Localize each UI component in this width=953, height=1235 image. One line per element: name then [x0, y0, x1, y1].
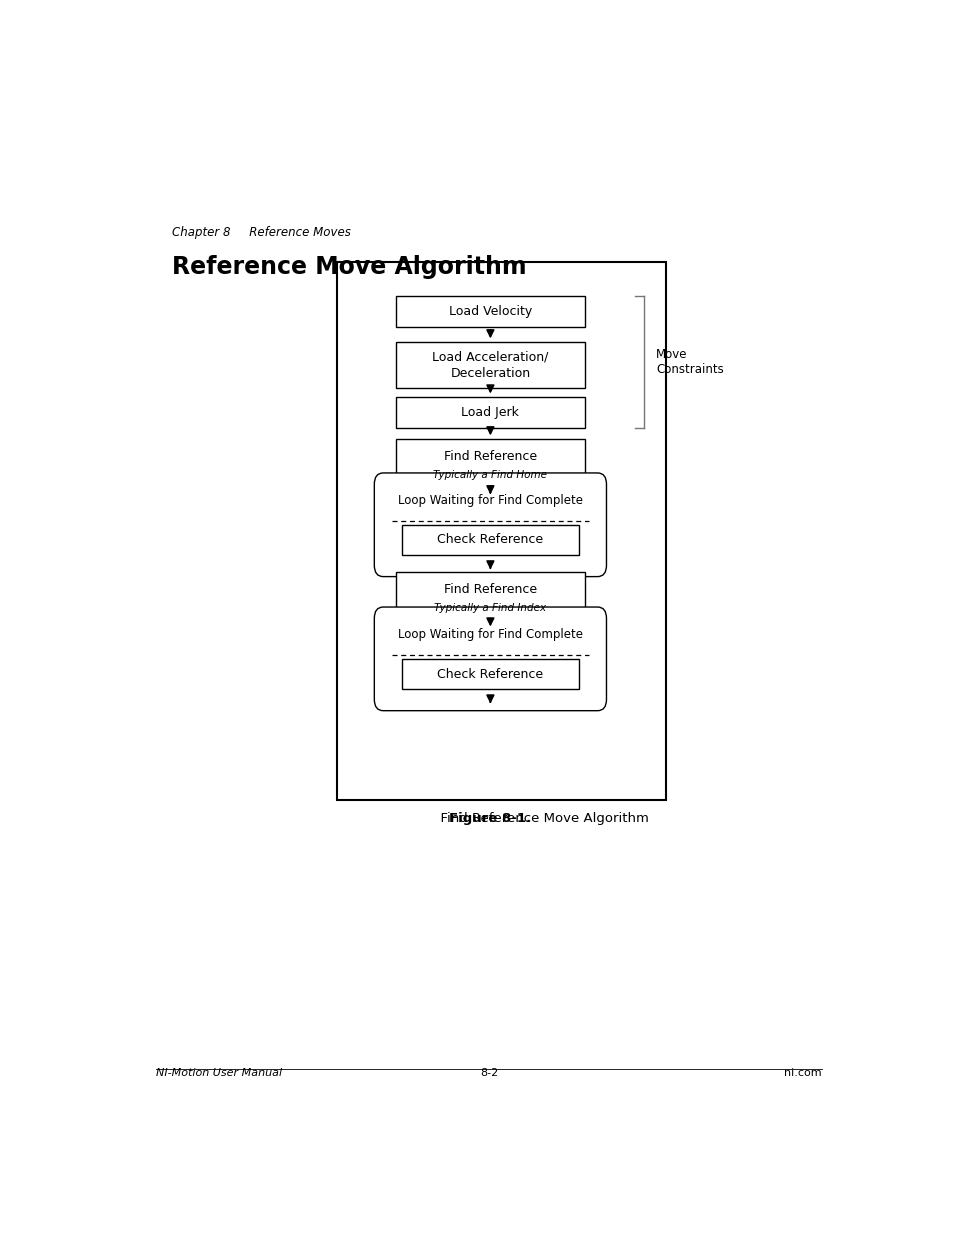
FancyBboxPatch shape: [395, 396, 584, 429]
Text: ni.com: ni.com: [783, 1068, 821, 1078]
Text: Load Acceleration/
Deceleration: Load Acceleration/ Deceleration: [432, 351, 548, 379]
FancyBboxPatch shape: [374, 473, 606, 577]
FancyBboxPatch shape: [374, 608, 606, 710]
Text: Find Reference: Find Reference: [443, 450, 537, 463]
FancyBboxPatch shape: [337, 262, 665, 799]
Text: 8-2: 8-2: [479, 1068, 497, 1078]
Text: Find Reference Move Algorithm: Find Reference Move Algorithm: [432, 811, 648, 825]
Text: Figure 8-1.: Figure 8-1.: [449, 811, 531, 825]
Text: Typically a Find Index: Typically a Find Index: [434, 603, 546, 613]
Text: Chapter 8     Reference Moves: Chapter 8 Reference Moves: [172, 226, 351, 238]
Text: Loop Waiting for Find Complete: Loop Waiting for Find Complete: [397, 494, 582, 508]
FancyBboxPatch shape: [395, 342, 584, 388]
Text: Check Reference: Check Reference: [436, 668, 543, 680]
Text: Typically a Find Home: Typically a Find Home: [433, 469, 547, 479]
Text: Find Reference: Find Reference: [443, 583, 537, 597]
FancyBboxPatch shape: [395, 440, 584, 489]
FancyBboxPatch shape: [401, 525, 578, 556]
Text: Load Jerk: Load Jerk: [461, 406, 518, 419]
Text: Reference Move Algorithm: Reference Move Algorithm: [172, 254, 527, 279]
FancyBboxPatch shape: [395, 296, 584, 327]
Text: Check Reference: Check Reference: [436, 534, 543, 547]
Text: NI-Motion User Manual: NI-Motion User Manual: [156, 1068, 282, 1078]
Text: Move
Constraints: Move Constraints: [656, 348, 723, 375]
FancyBboxPatch shape: [395, 572, 584, 621]
Text: Load Velocity: Load Velocity: [448, 305, 532, 319]
Text: Loop Waiting for Find Complete: Loop Waiting for Find Complete: [397, 629, 582, 641]
FancyBboxPatch shape: [401, 658, 578, 689]
